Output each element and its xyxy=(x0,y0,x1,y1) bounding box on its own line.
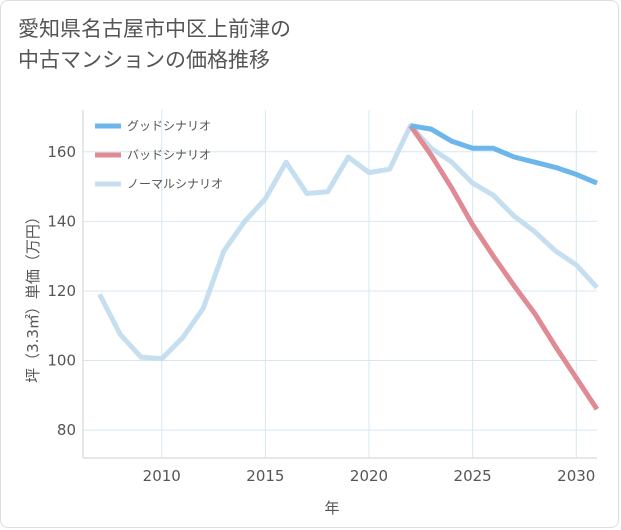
series-line-2 xyxy=(97,123,599,362)
legend-label: グッドシナリオ xyxy=(127,119,211,133)
y-tick-label: 140 xyxy=(47,212,76,230)
axes: 2010 2015 2020 2025 2030 80 100 120 140 160 xyxy=(47,110,597,485)
y-tick-label: 120 xyxy=(47,282,76,300)
series-line-1 xyxy=(408,124,600,411)
x-tick-label: 2020 xyxy=(350,467,388,485)
y-axis-label: 坪（3.3㎡）単価（万円） xyxy=(24,209,42,383)
x-tick-label: 2030 xyxy=(557,467,595,485)
y-tick-label: 160 xyxy=(47,143,76,161)
series-line-0 xyxy=(410,123,598,186)
chart-title: 愛知県名古屋市中区上前津の 中古マンションの価格推移 xyxy=(18,14,438,76)
y-tick-label: 80 xyxy=(57,421,76,439)
series-lines xyxy=(97,123,600,411)
legend-label: ノーマルシナリオ xyxy=(127,177,223,191)
legend-label: バッドシナリオ xyxy=(127,148,211,162)
chart-title-line-1: 愛知県名古屋市中区上前津の xyxy=(18,17,291,41)
x-axis-label: 年 xyxy=(324,499,339,517)
x-tick-label: 2015 xyxy=(246,467,284,485)
y-tick-label: 100 xyxy=(47,352,76,370)
chart-title-line-2: 中古マンションの価格推移 xyxy=(18,48,270,72)
grid xyxy=(83,110,597,458)
x-tick-label: 2010 xyxy=(143,467,181,485)
x-tick-label: 2025 xyxy=(454,467,492,485)
